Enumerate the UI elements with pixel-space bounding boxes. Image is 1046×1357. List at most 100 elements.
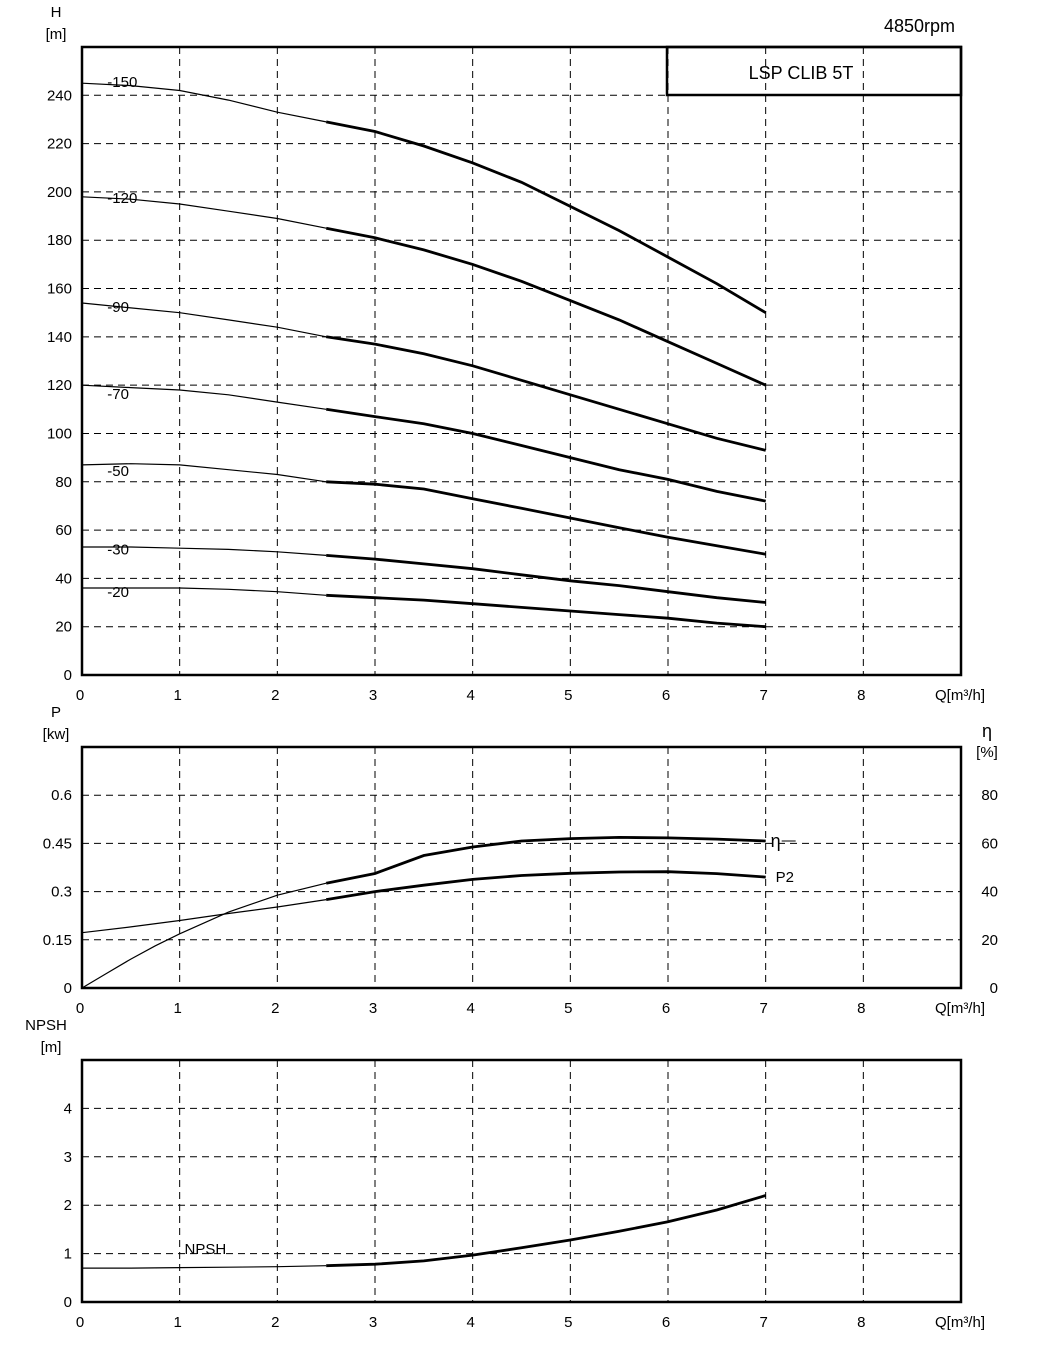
y-tick-label: 0 xyxy=(64,980,72,997)
y-tick-label: 100 xyxy=(47,425,72,442)
y-tick-label: 0 xyxy=(64,667,72,684)
x-axis-label: Q[m³/h] xyxy=(935,687,985,704)
y-tick-label: 120 xyxy=(47,377,72,394)
x-axis-label: Q[m³/h] xyxy=(935,1314,985,1331)
curve-head-thin xyxy=(81,463,327,483)
curve-npsh-thick xyxy=(326,1194,767,1268)
x-tick-label: 3 xyxy=(369,687,377,704)
y2-tick-label: 80 xyxy=(981,787,998,804)
plot-frame xyxy=(80,745,963,990)
y2-axis-label: η xyxy=(982,721,992,741)
curve-label: -70 xyxy=(107,386,129,403)
rpm-label: 4850rpm xyxy=(884,16,955,36)
curve-power-thin xyxy=(81,899,327,934)
x-tick-label: 8 xyxy=(857,687,865,704)
npsh-panel: 0 1 2 3 4 5 6 7 8 Q[m³/h] 0 1 2 3 4 NPSH [m] NPSH xyxy=(25,1017,985,1331)
y2-tick-label: 40 xyxy=(981,884,998,901)
curve-head-thick xyxy=(325,407,766,503)
plot-frame xyxy=(80,45,963,677)
x-tick-label: 6 xyxy=(662,687,670,704)
curve-label: NPSH xyxy=(185,1241,227,1258)
curve-head-thick xyxy=(325,120,767,314)
y-tick-label: 180 xyxy=(47,232,72,249)
y-axis-label: H xyxy=(51,4,62,21)
curve-head-thin xyxy=(82,546,327,556)
curve-head-thin xyxy=(81,302,327,338)
x-tick-label: 4 xyxy=(466,687,474,704)
x-tick-label: 0 xyxy=(76,1314,84,1331)
x-tick-label: 2 xyxy=(271,1314,279,1331)
y-tick-label: 220 xyxy=(47,136,72,153)
curve-power-thin xyxy=(81,882,327,989)
curve-head-thin xyxy=(82,587,327,596)
x-tick-label: 2 xyxy=(271,687,279,704)
curve-head-thick xyxy=(326,593,766,629)
curve-label: -50 xyxy=(107,463,129,480)
x-tick-label: 1 xyxy=(173,687,181,704)
x-tick-label: 6 xyxy=(662,1000,670,1017)
curve-label: -20 xyxy=(107,584,129,601)
y-axis-unit: [m] xyxy=(46,26,67,43)
curve-npsh-thin xyxy=(82,1265,327,1269)
y2-tick-label: 20 xyxy=(981,932,998,949)
curve-label: -90 xyxy=(107,299,129,316)
x-tick-label: 7 xyxy=(759,1000,767,1017)
x-tick-label: 0 xyxy=(76,1000,84,1017)
y-tick-label: 80 xyxy=(55,474,72,491)
y2-tick-label: 60 xyxy=(981,835,998,852)
power-efficiency-panel: 0 1 2 3 4 5 6 7 8 Q[m³/h] 0 0.15 0.3 0.45 0.6 P [kw] 0 20 4… xyxy=(43,704,998,1017)
head-panel: 0 1 2 3 4 5 6 7 8 Q[m³/h] 0 20 40 60 80 100 120 140 160 180… xyxy=(46,4,985,704)
curve-head-thick xyxy=(326,554,766,604)
x-tick-label: 8 xyxy=(857,1314,865,1331)
x-axis-label: Q[m³/h] xyxy=(935,1000,985,1017)
y-axis-unit: [kw] xyxy=(43,726,70,743)
curve-label: P2 xyxy=(776,869,794,886)
curve-power-thick xyxy=(325,835,766,885)
model-label: LSP CLIB 5T xyxy=(749,63,854,83)
x-tick-label: 8 xyxy=(857,1000,865,1017)
curve-label: -150 xyxy=(107,74,137,91)
y-tick-label: 20 xyxy=(55,619,72,636)
curve-head-thick xyxy=(326,480,766,556)
x-tick-label: 6 xyxy=(662,1314,670,1331)
x-tick-label: 4 xyxy=(466,1000,474,1017)
y2-tick-label: 0 xyxy=(990,980,998,997)
x-tick-label: 5 xyxy=(564,687,572,704)
y-tick-label: 140 xyxy=(47,329,72,346)
curve-head-thin xyxy=(81,384,327,410)
curve-power-thick xyxy=(325,870,766,901)
y-tick-label: 3 xyxy=(64,1149,72,1166)
x-tick-label: 0 xyxy=(76,687,84,704)
x-tick-label: 7 xyxy=(759,687,767,704)
y-tick-label: 200 xyxy=(47,184,72,201)
y-tick-label: 0 xyxy=(64,1294,72,1311)
x-tick-label: 7 xyxy=(759,1314,767,1331)
x-tick-label: 1 xyxy=(173,1314,181,1331)
curve-head-thin xyxy=(81,82,327,123)
curve-label: -30 xyxy=(107,542,129,559)
y2-axis-unit: [%] xyxy=(976,744,998,761)
y-tick-label: 160 xyxy=(47,281,72,298)
y-tick-label: 0.6 xyxy=(51,787,72,804)
model-box xyxy=(665,45,963,97)
x-tick-label: 1 xyxy=(173,1000,181,1017)
curve-label: η xyxy=(771,831,781,851)
y-axis-label: P xyxy=(51,704,61,721)
y-tick-label: 4 xyxy=(64,1100,72,1117)
curve-head-thin xyxy=(81,196,327,229)
x-tick-label: 2 xyxy=(271,1000,279,1017)
x-tick-label: 3 xyxy=(369,1314,377,1331)
x-tick-label: 4 xyxy=(466,1314,474,1331)
y-tick-label: 0.3 xyxy=(51,884,72,901)
x-tick-label: 5 xyxy=(564,1000,572,1017)
y-tick-label: 0.15 xyxy=(43,932,72,949)
y-tick-label: 2 xyxy=(64,1197,72,1214)
curve-head-thick xyxy=(325,335,767,452)
plot-frame xyxy=(80,1058,963,1304)
x-tick-label: 3 xyxy=(369,1000,377,1017)
curve-label: -120 xyxy=(107,190,137,207)
y-tick-label: 1 xyxy=(64,1246,72,1263)
y-tick-label: 240 xyxy=(47,87,72,104)
